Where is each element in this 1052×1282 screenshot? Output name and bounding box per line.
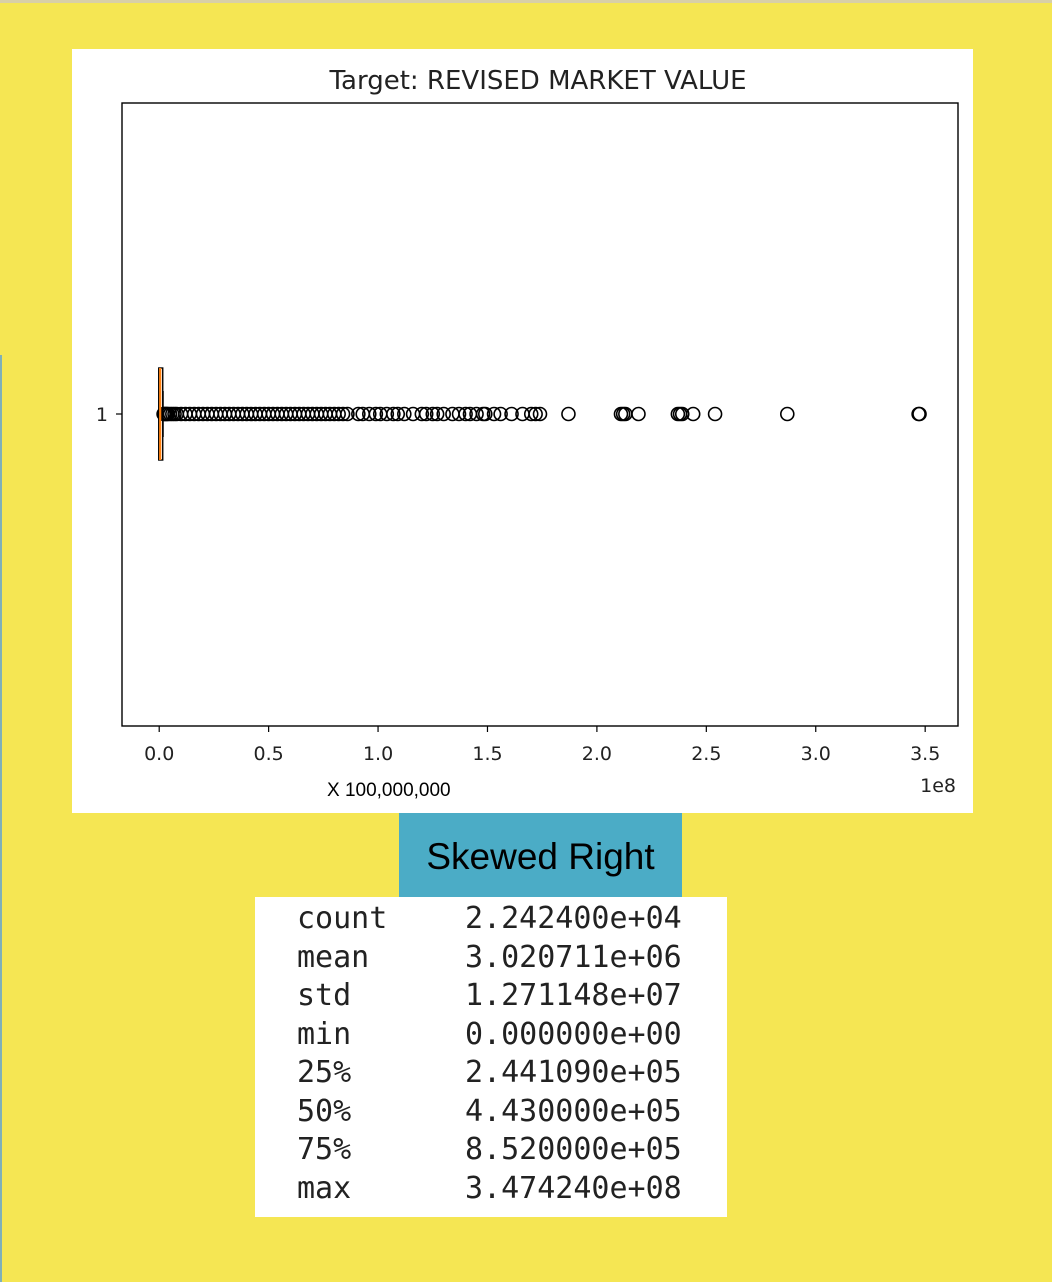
x-tick-label: 3.5 [910, 743, 940, 765]
chart-title: Target: REVISED MARKET VALUE [328, 66, 746, 96]
stat-value: 3.020711e+06 [465, 939, 682, 975]
outlier-point [386, 406, 401, 422]
x-tick-label: 2.0 [582, 743, 612, 765]
stat-value: 2.242400e+04 [465, 901, 682, 936]
stat-value: 3.474240e+08 [465, 1170, 682, 1206]
outlier-point [436, 406, 452, 422]
stat-label: count [297, 901, 388, 936]
outlier-layer [156, 406, 927, 422]
outlier-point [912, 406, 927, 422]
outlier-point [631, 406, 646, 422]
outlier-point [368, 406, 384, 422]
outlier-point [493, 406, 508, 422]
stat-value: 2.441090e+05 [465, 1055, 682, 1090]
outlier-point [379, 406, 395, 422]
outlier-point [779, 406, 795, 422]
outlier-point [477, 406, 493, 422]
outlier-point [451, 406, 467, 422]
left-edge-line [0, 355, 2, 1282]
outlier-point [335, 406, 351, 422]
stat-label: 75% [297, 1132, 352, 1167]
outlier-point [414, 406, 430, 422]
summary-stats-table: count 2.242400e+04 mean 3.020711e+06 std 1.27… [297, 900, 682, 1208]
stat-row: max 3.474240e+08 [297, 1170, 682, 1209]
outlier-point [561, 406, 576, 422]
outlier-point [469, 406, 484, 422]
outlier-point [532, 406, 548, 422]
stat-row: 75% 8.520000e+05 [297, 1131, 682, 1170]
stat-value: 1.271148e+07 [465, 978, 682, 1013]
box-layer [158, 367, 164, 461]
boxplot-panel: Target: REVISED MARKET VALUE 0.0 0.5 1.0 1.… [72, 49, 973, 813]
axes-layer: 0.0 0.5 1.0 1.5 2.0 2.5 3.0 3.5 1 [96, 404, 940, 765]
stat-row: count 2.242400e+04 [297, 900, 682, 939]
outlier-point [361, 406, 377, 422]
outlier-point [674, 406, 690, 422]
outlier-point [504, 406, 519, 422]
plot-frame [121, 102, 959, 727]
x-tick-label: 1.5 [472, 743, 502, 765]
x-tick-label: 0.0 [144, 743, 174, 765]
stat-row: 50% 4.430000e+05 [297, 1093, 682, 1132]
outlier-point [707, 406, 723, 422]
outlier-point [331, 406, 346, 422]
outlier-point [523, 406, 539, 422]
boxplot-chart: Target: REVISED MARKET VALUE 0.0 0.5 1.0 1.… [96, 66, 959, 797]
stat-value: 4.430000e+05 [465, 1093, 682, 1129]
stat-label: 50% [297, 1093, 352, 1129]
stat-label: 25% [297, 1055, 352, 1090]
x-tick-label: 3.0 [801, 743, 831, 765]
stat-label: min [297, 1016, 352, 1052]
stat-row: std 1.271148e+07 [297, 977, 682, 1016]
outlier-point [685, 406, 701, 422]
outlier-point [390, 406, 406, 422]
outlier-point [528, 406, 543, 422]
outlier-point [397, 406, 412, 422]
outlier-point [340, 406, 355, 422]
outlier-point [486, 406, 502, 422]
top-border [0, 0, 1052, 3]
skew-badge-text: Skewed Right [426, 835, 655, 877]
x-tick-label: 2.5 [691, 743, 721, 765]
stat-value: 0.000000e+00 [465, 1016, 682, 1052]
stat-row: 25% 2.441090e+05 [297, 1054, 682, 1093]
outlier-point [458, 406, 473, 422]
offset-label: 1e8 [920, 775, 956, 797]
x-tick-label: 1.0 [363, 743, 393, 765]
stat-value: 8.520000e+05 [465, 1132, 682, 1167]
scale-caption: X 100,000,000 [327, 780, 451, 801]
outlier-point [429, 406, 445, 422]
summary-stats-panel: count 2.242400e+04 mean 3.020711e+06 std 1.27… [255, 897, 727, 1217]
stat-row: min 0.000000e+00 [297, 1016, 682, 1055]
stat-label: max [297, 1170, 352, 1206]
x-tick-label: 0.5 [254, 743, 284, 765]
stat-label: std [297, 978, 352, 1013]
stat-row: mean 3.020711e+06 [297, 939, 682, 978]
outlier-point [351, 406, 366, 422]
outlier-point [425, 406, 441, 422]
stat-label: mean [297, 939, 370, 975]
y-tick-label: 1 [96, 404, 108, 426]
outlier-point [418, 406, 434, 422]
skew-badge: Skewed Right [399, 813, 682, 900]
